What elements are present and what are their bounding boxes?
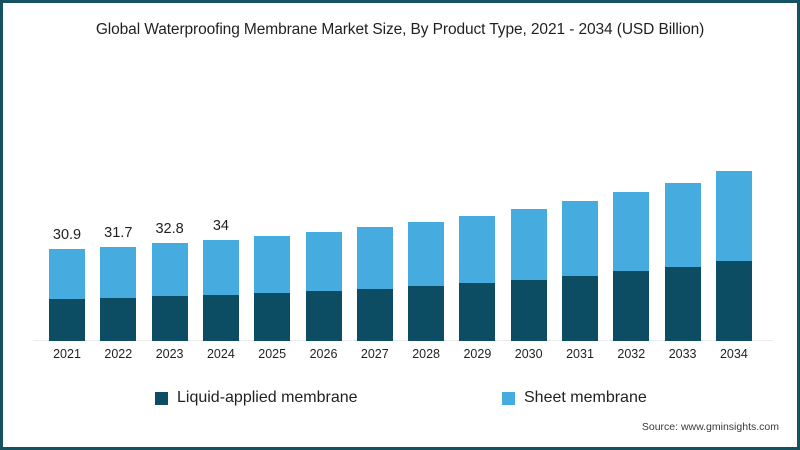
legend-swatch-icon [155,391,168,405]
x-tick-2032: 2032 [617,347,646,361]
bar-segment-sheet-membrane[interactable] [305,231,342,291]
bar-segment-liquid-applied-membrane[interactable] [715,260,752,341]
bar-segment-sheet-membrane[interactable] [254,236,291,294]
bar-segment-liquid-applied-membrane[interactable] [356,288,393,341]
bar-group[interactable] [254,236,291,341]
legend-item-sheet-membrane[interactable]: Sheet membrane [502,389,647,407]
bar-segment-liquid-applied-membrane[interactable] [562,275,598,341]
bar-segment-liquid-applied-membrane[interactable] [305,291,342,341]
bar-group[interactable] [408,221,445,341]
bar-segment-liquid-applied-membrane[interactable] [510,279,547,341]
bar-segment-liquid-applied-membrane[interactable] [254,293,291,341]
chart-legend: Liquid-applied membrane Sheet membrane [3,389,797,413]
bar-segment-sheet-membrane[interactable] [408,221,445,286]
bar-value-label: 32.8 [155,221,184,238]
x-tick-2022: 2022 [104,347,133,361]
bar-segment-sheet-membrane[interactable] [459,215,496,283]
x-tick-2021: 2021 [53,347,81,361]
axis-baseline [33,340,773,341]
bar-segment-sheet-membrane[interactable] [356,226,393,289]
bar-segment-liquid-applied-membrane[interactable] [49,299,85,341]
bar-segment-sheet-membrane[interactable] [151,243,188,297]
x-tick-2031: 2031 [566,347,594,361]
legend-swatch-icon [502,391,515,405]
x-tick-2028: 2028 [412,347,440,361]
chart-title: Global Waterproofing Membrane Market Siz… [95,21,705,38]
bar-group[interactable] [356,226,393,341]
bar-segment-sheet-membrane[interactable] [613,192,650,272]
bar-segment-sheet-membrane[interactable] [49,249,85,300]
bar-segment-liquid-applied-membrane[interactable] [151,296,188,341]
bar-group[interactable] [305,231,342,341]
bar-segment-liquid-applied-membrane[interactable] [408,285,445,341]
bar-group[interactable]: 34 [202,218,239,341]
bar-segment-sheet-membrane[interactable] [562,201,598,276]
bar-segment-sheet-membrane[interactable] [664,182,701,267]
x-tick-2027: 2027 [360,347,389,361]
bar-group[interactable] [613,192,650,341]
x-tick-2030: 2030 [514,347,543,361]
legend-item-liquid-applied-membrane[interactable]: Liquid-applied membrane [155,389,358,407]
x-tick-2034: 2034 [719,347,748,361]
x-tick-2026: 2026 [309,347,338,361]
bar-segment-sheet-membrane[interactable] [202,239,239,295]
bar-value-label: 30.9 [52,227,82,244]
x-tick-2025: 2025 [258,347,287,361]
bar-group[interactable]: 31.7 [100,225,137,341]
bar-value-label: 34 [212,217,229,234]
plot-area: 30.9 31.7 32.8 34 [33,63,773,341]
bar-segment-sheet-membrane[interactable] [715,171,752,261]
bar-group[interactable] [510,208,547,341]
bar-segment-liquid-applied-membrane[interactable] [459,282,496,341]
bar-group[interactable] [562,201,598,341]
x-tick-2024: 2024 [206,347,235,361]
bar-segment-liquid-applied-membrane[interactable] [613,271,650,341]
bar-segment-liquid-applied-membrane[interactable] [202,294,239,341]
source-attribution: Source: www.gminsights.com [641,421,779,433]
bar-segment-sheet-membrane[interactable] [510,208,547,280]
bar-value-label: 31.7 [104,224,133,241]
bar-group[interactable] [715,171,752,341]
bar-group[interactable]: 32.8 [151,221,188,341]
bar-group[interactable] [664,182,701,341]
legend-label: Sheet membrane [524,389,647,406]
bar-segment-liquid-applied-membrane[interactable] [664,266,701,341]
legend-label: Liquid-applied membrane [177,389,358,406]
bar-group[interactable] [459,215,496,341]
x-tick-2029: 2029 [463,347,492,361]
x-tick-2033: 2033 [668,347,697,361]
bar-segment-liquid-applied-membrane[interactable] [100,297,137,341]
bar-segment-sheet-membrane[interactable] [100,246,137,298]
x-tick-2023: 2023 [155,347,184,361]
bar-group[interactable]: 30.9 [49,227,85,341]
